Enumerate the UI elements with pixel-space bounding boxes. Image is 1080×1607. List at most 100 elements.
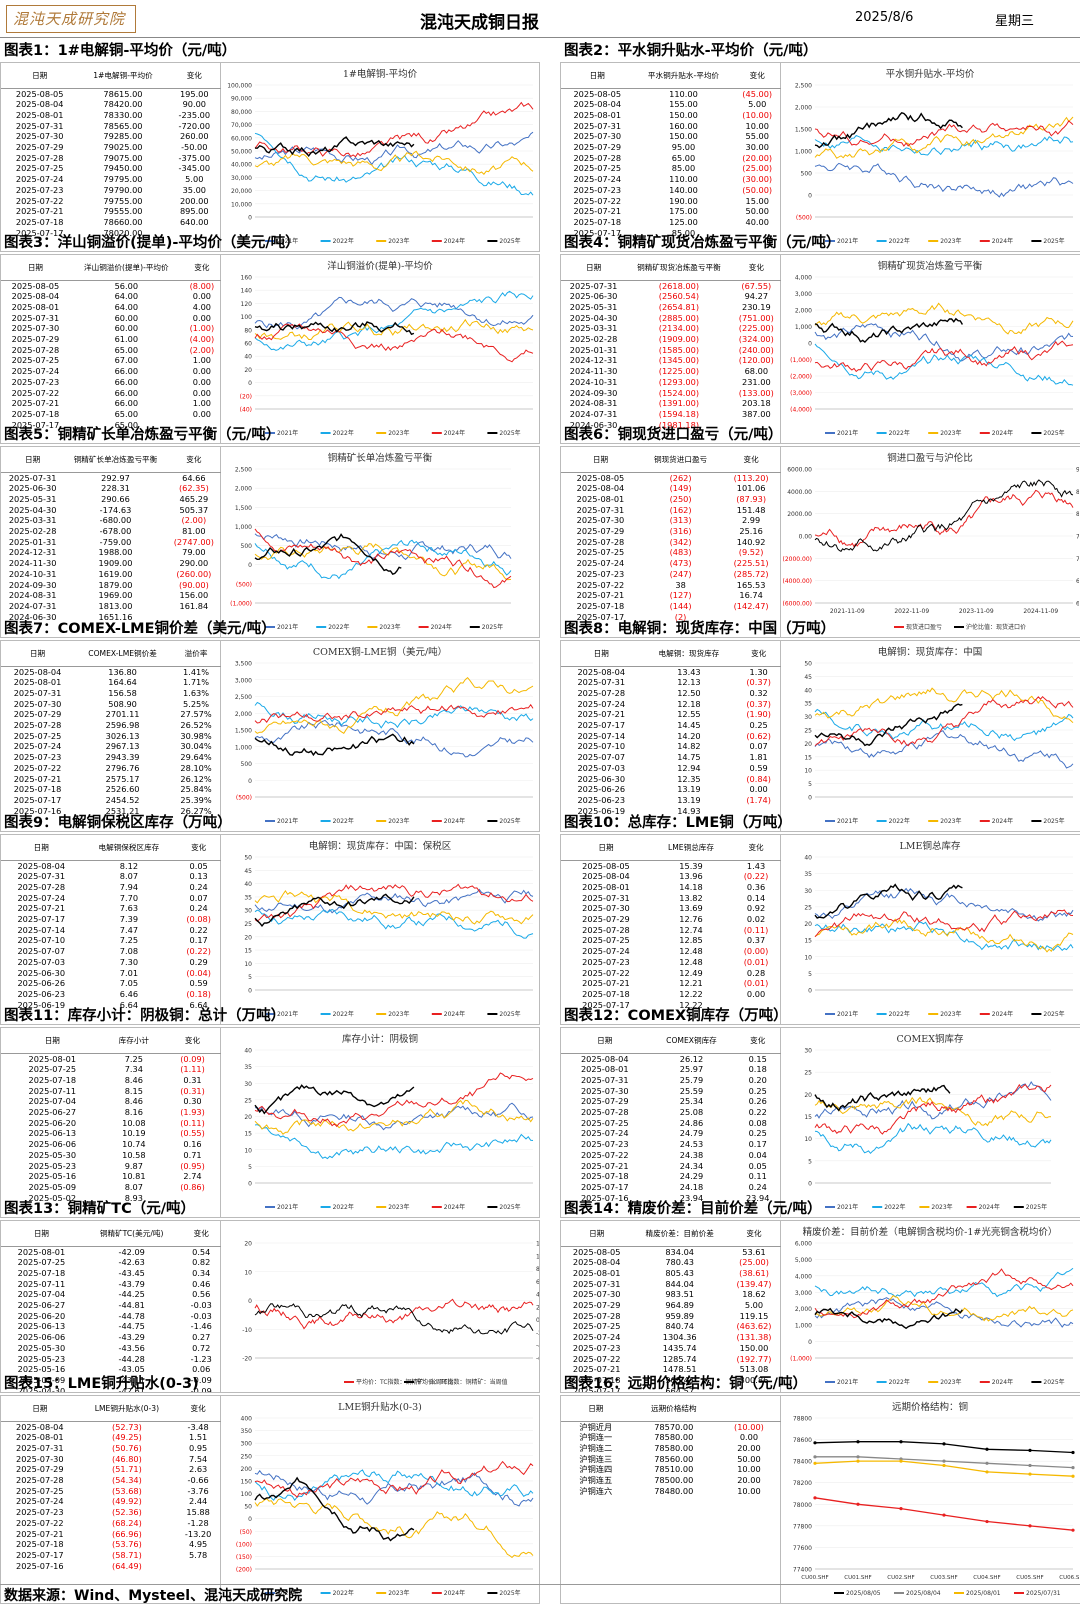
table-cell: 2025-07-17 bbox=[15, 227, 64, 238]
column-header: 日期 bbox=[1, 255, 70, 281]
table-cell: 2025-01-31 bbox=[8, 536, 57, 547]
table-row: 2025-05-16 -43.05 0.06 bbox=[1, 1364, 221, 1375]
table-row: 2025-07-14 7.47 0.22 bbox=[1, 925, 221, 936]
chart-svg: 洋山铜溢价(提单)-平均价 160 140 120 100 80 60 40 20 0 (20) (4… bbox=[221, 255, 539, 443]
y-tick-label: 77400 bbox=[793, 1567, 812, 1574]
column-header: 变化 bbox=[176, 835, 221, 861]
table-cell: 2796.76 bbox=[105, 762, 140, 773]
y2-tick-label: 0.00 bbox=[536, 1317, 539, 1324]
table-cell: 2025-07-17 bbox=[576, 611, 625, 622]
series-point bbox=[1028, 1448, 1032, 1452]
table-cell: 14.45 bbox=[677, 720, 701, 731]
table-cell: (463.62) bbox=[736, 1321, 772, 1332]
table-row: 2025-07-25 7.34 (1.11) bbox=[1, 1064, 221, 1075]
table-row: 2025-05-31 290.66 465.29 bbox=[1, 494, 221, 505]
table-cell: (49.25) bbox=[112, 1432, 142, 1443]
y-tick-label: 500 bbox=[241, 543, 253, 550]
table-cell: 78510.00 bbox=[654, 1464, 694, 1475]
series-line bbox=[814, 317, 964, 344]
table-row: 沪铜近月 78570.00 (10.00) bbox=[561, 1421, 781, 1432]
table-cell: 12.35 bbox=[677, 773, 701, 784]
legend-label: 2021年 bbox=[837, 1378, 858, 1386]
column-header: 库存小计 bbox=[103, 1028, 165, 1054]
series-line bbox=[254, 101, 534, 158]
table-cell: 0.95 bbox=[189, 1442, 208, 1453]
table-cell: 190.00 bbox=[669, 195, 698, 206]
table-row: 2025-06-26 13.19 0.00 bbox=[561, 784, 781, 795]
series-point bbox=[899, 1440, 903, 1444]
y-tick-label: 10 bbox=[804, 768, 812, 775]
legend-label: 2022年 bbox=[884, 1203, 905, 1211]
table-cell: 2025-07-28 bbox=[576, 536, 625, 547]
table-row: 2025-08-04 13.43 1.30 bbox=[561, 666, 781, 677]
y-tick-label: 20,000 bbox=[231, 188, 252, 195]
table-cell: 2025-07-31 bbox=[580, 1074, 629, 1085]
table-cell: 2025-07-24 bbox=[13, 741, 62, 752]
table-cell: 2025-06-30 bbox=[8, 483, 57, 494]
table-cell: 2025-07-29 bbox=[11, 334, 60, 345]
chart-section-2: 图表2：平水铜升贴水-平均价（元/吨） 日期 平水铜升贴水-平均价 变化 2025-08… bbox=[560, 40, 1080, 252]
table-cell: 1478.51 bbox=[662, 1364, 697, 1375]
table-cell: 2025-08-05 bbox=[15, 88, 64, 99]
section-title: 图表10：总库存：LME铜（万吨） bbox=[564, 815, 792, 831]
section-body: 日期 库存小计 变化 2025-08-01 7.25 (0.09) 2025-07-25 7.… bbox=[0, 1027, 540, 1218]
table-row: 2025-07-21 (127) 16.74 bbox=[561, 590, 781, 601]
table-row: 2025-07-23 66.00 0.00 bbox=[1, 377, 221, 388]
chart-svg: LME铜总库存 40 35 30 25 20 15 10 5 0 2021年 2022年 2023年 20… bbox=[781, 835, 1079, 1024]
table-cell: (25.00) bbox=[742, 163, 773, 174]
table-row: 2025-01-31 -759.00 (2747.00) bbox=[1, 537, 221, 548]
table-cell: (113.20) bbox=[733, 472, 769, 483]
y2-tick-label: 80.00 bbox=[536, 1266, 539, 1273]
table-cell: 61.00 bbox=[114, 334, 139, 345]
table-cell: 2025-07-21 bbox=[582, 978, 630, 989]
table-cell: 1.71% bbox=[183, 677, 210, 688]
section-body: 日期 电解铜保税区库存 变化 2025-08-04 8.12 0.05 2025-07-31… bbox=[0, 834, 540, 1025]
table-cell: 2025-07-23 bbox=[15, 184, 64, 195]
table-cell: 1909.00 bbox=[98, 558, 133, 569]
table-cell: 85.00 bbox=[671, 163, 696, 174]
y-tick-label: 25 bbox=[244, 921, 252, 928]
legend-label: 2025年 bbox=[499, 817, 520, 825]
table-cell: (0.55) bbox=[180, 1128, 205, 1139]
section-title: 图表16：远期价格结构：铜（元/吨） bbox=[564, 1376, 807, 1392]
table-cell: 2025-07-30 bbox=[11, 323, 60, 334]
table-row: 2025-06-20 -44.78 -0.03 bbox=[1, 1311, 221, 1322]
table-cell: 8.46 bbox=[124, 1074, 143, 1085]
y2-tick-label: -60.00 bbox=[536, 1356, 539, 1363]
column-header: 日期 bbox=[1, 1028, 104, 1054]
table-cell: 101.06 bbox=[736, 483, 766, 494]
table-row: 2024-08-31 (1391.00) 203.18 bbox=[561, 398, 781, 409]
table-cell: 1.41% bbox=[183, 666, 210, 677]
table-cell: (1391.00) bbox=[658, 398, 700, 409]
table-cell: (0.95) bbox=[180, 1160, 205, 1171]
table-row: 2025-07-21 175.00 50.00 bbox=[561, 206, 781, 217]
table-cell: 2025-06-13 bbox=[17, 1321, 66, 1332]
y-tick-label: 30 bbox=[244, 908, 252, 915]
table-cell: 2025-07-25 bbox=[28, 1064, 77, 1075]
chart-svg: 平水铜升贴水-平均价 2,500 2,000 1,500 1,000 500 0 (500) 2… bbox=[781, 63, 1079, 251]
table-cell: (0.01) bbox=[743, 956, 769, 967]
table-row: 2025-07-25 85.00 (25.00) bbox=[561, 163, 781, 174]
table-row: 2025-08-01 25.97 0.18 bbox=[561, 1064, 781, 1075]
section-body: 日期 LME铜升贴水(0-3) 变化 2025-08-04 (52.73) -3.48 20… bbox=[0, 1395, 540, 1604]
table-row: 2025-07-25 -42.63 0.82 bbox=[1, 1257, 221, 1268]
table-row: 2025-07-22 66.00 0.00 bbox=[1, 388, 221, 399]
report-date: 2025/8/6 bbox=[855, 10, 914, 25]
y-tick-label: (3,000) bbox=[790, 390, 812, 397]
table-row: 沪铜连五 78500.00 20.00 bbox=[561, 1475, 781, 1486]
table-cell: (1.00) bbox=[189, 323, 215, 334]
table-cell: 0.18 bbox=[748, 1064, 767, 1075]
y-tick-label: 20 bbox=[804, 1092, 812, 1099]
data-table: 日期 库存小计 变化 2025-08-01 7.25 (0.09) 2025-07-25 7.… bbox=[1, 1028, 221, 1217]
legend-label: 2025年 bbox=[1043, 817, 1064, 825]
table-cell: 2531.21 bbox=[105, 805, 140, 816]
table-cell: 2025-07-10 bbox=[17, 935, 66, 946]
table-cell: (192.77) bbox=[736, 1353, 772, 1364]
legend-label: 2023年 bbox=[940, 1010, 961, 1018]
chart-section-1: 图表1：1#电解铜-平均价（元/吨） 日期 1#电解铜-平均价 变化 2025-08-0… bbox=[0, 40, 540, 252]
table-cell: 2025-07-24 bbox=[17, 892, 66, 903]
column-header: 变化 bbox=[175, 1396, 221, 1422]
table-cell: 2025-07-17 bbox=[572, 1385, 621, 1393]
table-row: 2025-07-31 160.00 10.00 bbox=[561, 121, 781, 132]
table-cell: (225.51) bbox=[733, 558, 769, 569]
